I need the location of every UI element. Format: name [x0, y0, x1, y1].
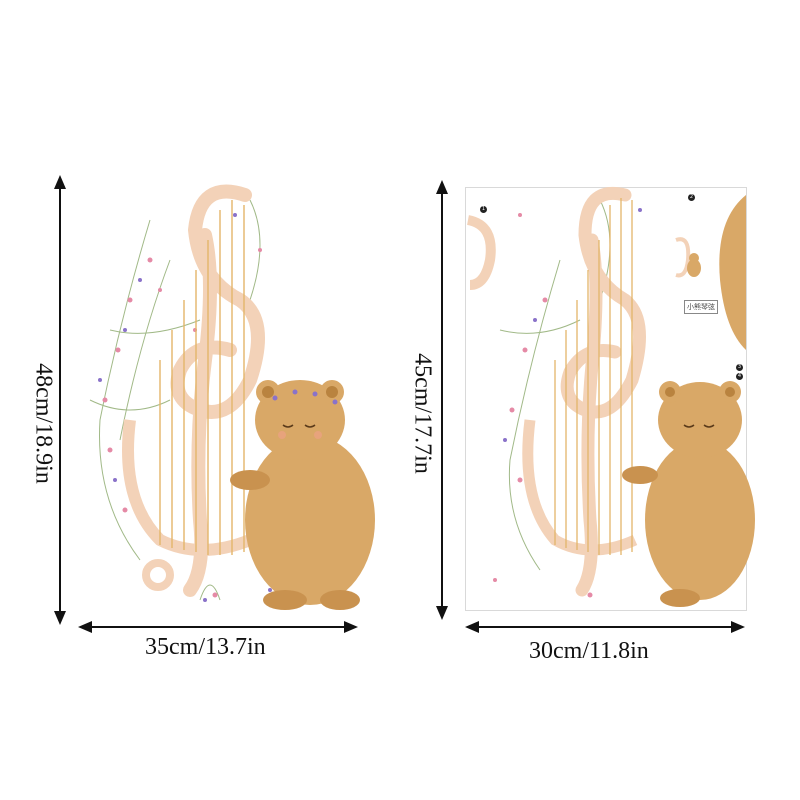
left-height-arrow [54, 175, 66, 625]
flower-vines [89, 199, 261, 601]
flowers [102, 248, 357, 601]
sheet-number-3: 3 [736, 364, 743, 371]
left-width-arrow [78, 621, 358, 633]
sheet-number-2: 2 [688, 194, 695, 201]
bear [230, 380, 375, 610]
right-width-arrow [465, 621, 745, 633]
sheet-number-4: 4 [736, 373, 743, 380]
left-width-label: 35cm/13.7in [145, 634, 266, 660]
sheet-number-1: 1 [480, 206, 487, 213]
right-height-arrow [436, 180, 448, 620]
right-width-label: 30cm/11.8in [529, 638, 649, 664]
sheet-title-tag: 小熊琴弦 [684, 300, 718, 314]
harp-strings [159, 200, 245, 555]
